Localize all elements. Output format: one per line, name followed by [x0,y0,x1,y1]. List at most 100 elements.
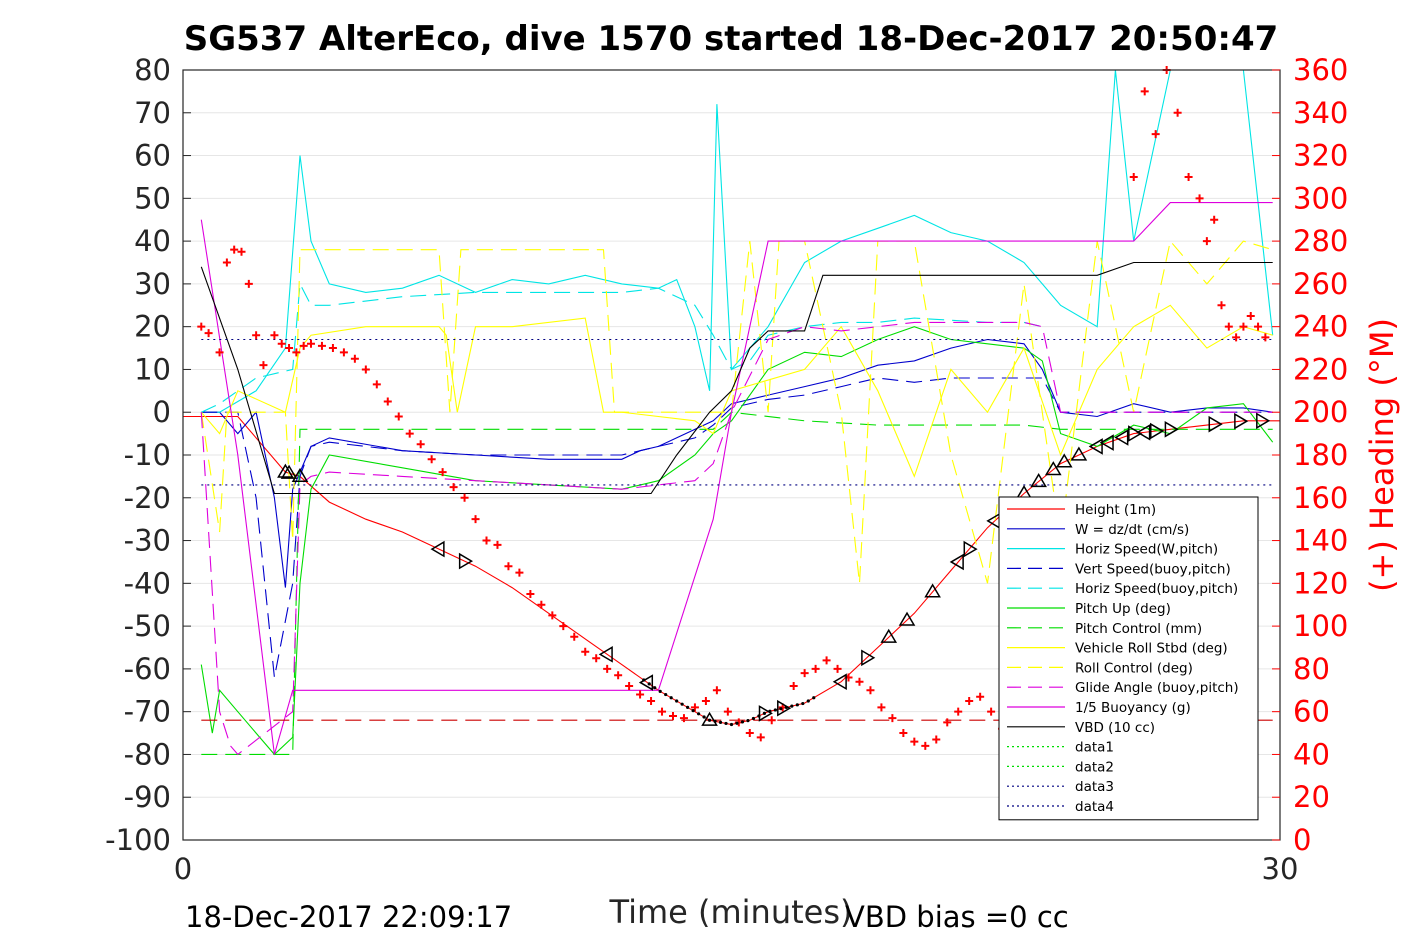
legend-label: VBD (10 cc) [1075,720,1155,736]
triangle-marker [1208,415,1223,433]
heading-point [767,716,776,725]
heading-point [204,329,213,338]
height-dot [658,689,662,693]
triangle-marker [1055,453,1073,468]
heading-point [317,341,326,350]
triangle-marker [777,699,792,717]
triangle-marker [1150,422,1165,440]
height-dot [762,711,767,715]
x-axis-label: Time (minutes) [609,893,853,931]
heading-point [1232,333,1241,342]
heading-point [668,711,677,720]
y-tick-label: -100 [105,823,171,857]
legend-label: Pitch Control (mm) [1075,621,1202,637]
heading-point [328,344,337,353]
heading-point [592,654,601,663]
heading-point [197,322,206,331]
heading-point [427,455,436,464]
legend-label: data2 [1075,759,1114,775]
heading-point [222,258,231,267]
heading-point [1129,172,1138,181]
heading-point [350,354,359,363]
heading-point [756,733,765,742]
y-tick-label: -20 [124,481,171,515]
triangle-marker [898,611,916,626]
y-tick-label: -60 [124,652,171,686]
heading-point [1195,194,1204,203]
height-dot [729,722,734,727]
triangle-marker [832,673,847,691]
legend-label: data1 [1075,740,1114,756]
heading-point [921,741,930,750]
height-dot [647,682,651,686]
height-dot [702,715,706,719]
y-tick-label: -90 [124,780,171,814]
heading-point [361,365,370,374]
series-roll_control [200,239,1273,584]
heading-point [976,692,985,701]
height-dot [751,716,756,721]
y-right-tick-label: 0 [1293,823,1311,857]
heading-point [416,440,425,449]
triangle-marker [277,463,294,478]
height-dot [795,703,799,707]
height-dot [773,708,777,712]
triangle-marker [1136,424,1151,441]
height-dot [784,705,788,709]
triangle-marker [1030,473,1047,488]
heading-point [493,540,502,549]
heading-point [372,380,381,389]
height-dot [790,704,794,708]
y-tick-label: 30 [134,267,171,301]
heading-point [482,536,491,545]
triangle-marker [291,467,309,483]
legend-label: data4 [1075,799,1114,815]
height-dot [664,692,668,697]
triangle-marker [1128,425,1143,442]
legend-label: W = dz/dt (cm/s) [1075,522,1189,538]
y-axis-right-label: (+) Heading (°M) [1363,318,1401,592]
heading-point [515,568,524,577]
y-axis-right: 3603403203002802602402202001801601401201… [1272,53,1348,857]
series-layer [183,69,1280,756]
triangle-marker [458,552,474,570]
heading-point [614,671,623,680]
height-dot [707,718,712,722]
heading-point [701,696,710,705]
heading-point [504,562,513,571]
triangle-marker [1088,438,1103,455]
heading-point [1173,108,1182,117]
heading-point [230,245,239,254]
triangle-marker [880,628,898,643]
heading-point [383,397,392,406]
heading-point [1254,322,1263,331]
triangle-marker [861,649,876,667]
height-dot [680,702,684,706]
heading-point [899,729,908,738]
y-tick-label: -80 [124,737,171,771]
heading-point [1261,333,1270,342]
heading-point [438,468,447,477]
legend-label: Glide Angle (buoy,pitch) [1075,680,1239,696]
legend-label: data3 [1075,779,1114,795]
heading-point [471,515,480,524]
y-right-tick-label: 360 [1293,53,1348,87]
height-dot [724,721,728,726]
heading-point [833,664,842,673]
height-dot [801,701,805,706]
triangle-marker [1044,461,1062,476]
y-tick-label: 10 [134,352,171,386]
footer-timestamp: 18-Dec-2017 22:09:17 [185,900,512,934]
heading-point [954,707,963,716]
y-tick-label: -30 [124,524,171,558]
height-dot [642,678,646,682]
heading-point [712,686,721,695]
heading-point [789,682,798,690]
heading-point [339,348,348,357]
height-dot [768,709,772,713]
heading-point [1210,215,1219,224]
height-dot [718,720,723,724]
legend-label: Vehicle Roll Stbd (deg) [1075,641,1228,657]
y-tick-label: 40 [134,224,171,258]
